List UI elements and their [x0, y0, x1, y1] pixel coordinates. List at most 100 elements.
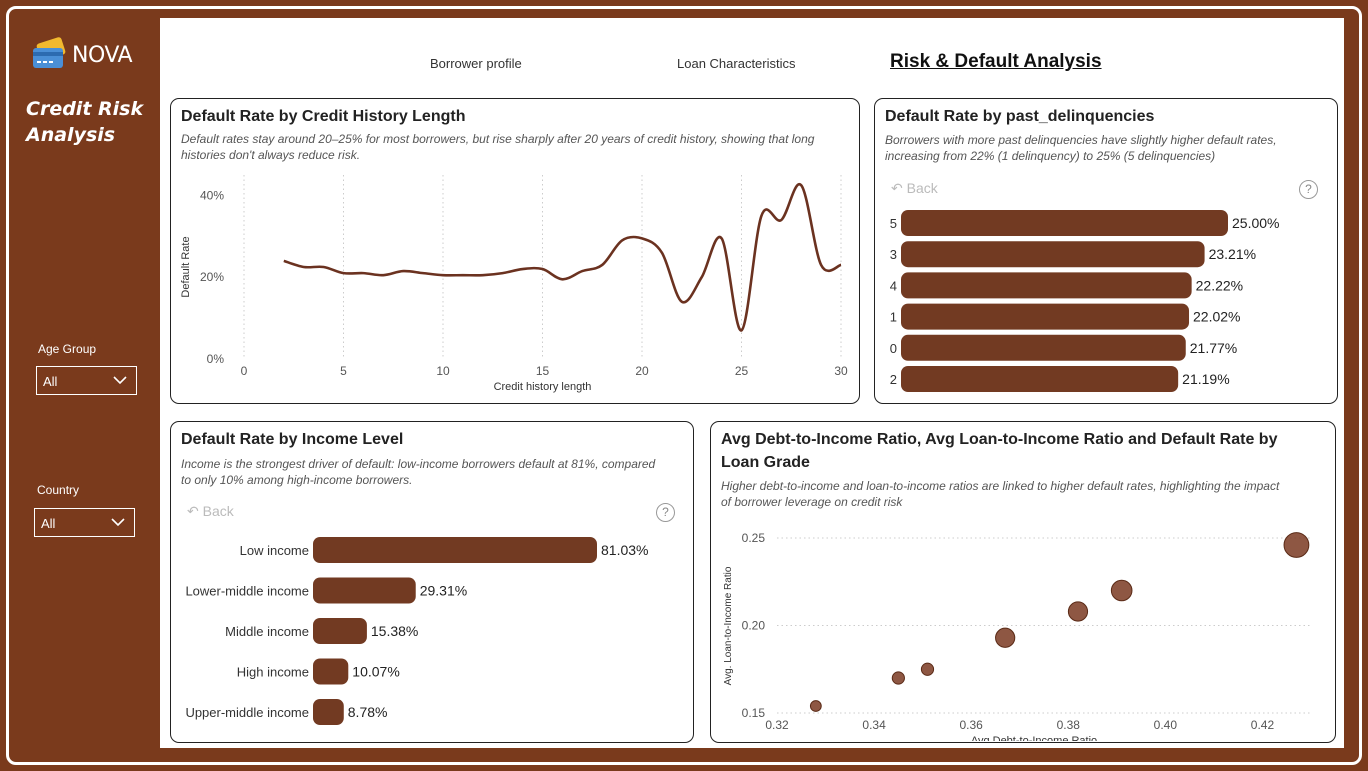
data-label: 8.78%	[348, 704, 388, 720]
sidebar: NOVA Credit Risk Analysis Age Group All …	[16, 16, 160, 754]
income-back-button[interactable]: ↶ Back	[187, 503, 234, 520]
data-label: 23.21%	[1209, 246, 1256, 262]
category-label: Lower-middle income	[185, 584, 309, 599]
scatter-point	[995, 627, 1016, 648]
x-axis-label: Credit history length	[494, 381, 592, 393]
data-label: 22.02%	[1193, 309, 1240, 325]
dashboard-title-line2: Analysis	[26, 124, 116, 146]
category-label: Low income	[240, 543, 309, 558]
category-label: 4	[890, 278, 897, 293]
main-canvas: Borrower profile Loan Characteristics Ri…	[160, 18, 1344, 748]
back-arrow-icon: ↶	[891, 180, 903, 196]
category-label: 1	[890, 310, 897, 325]
bar	[313, 658, 349, 685]
data-label: 21.77%	[1190, 340, 1237, 356]
delinquencies-back-button[interactable]: ↶ Back	[891, 180, 938, 197]
income-subtitle-line2: to only 10% among high-income borrowers.	[181, 473, 413, 487]
income-card: Default Rate by Income Level Income is t…	[170, 421, 694, 743]
scatter-point	[1067, 601, 1089, 622]
outer-frame	[6, 6, 1362, 765]
dashboard-title: Credit Risk Analysis	[26, 96, 156, 148]
category-label: 0	[890, 341, 897, 356]
age-group-dropdown[interactable]: All	[36, 366, 137, 395]
x-tick-label: 0.40	[1154, 718, 1178, 732]
credit-history-title: Default Rate by Credit History Length	[181, 108, 466, 125]
chevron-down-icon	[113, 376, 127, 385]
x-tick-label: 20	[635, 364, 649, 378]
category-label: 5	[890, 216, 897, 231]
help-icon[interactable]: ?	[656, 503, 675, 522]
delinquencies-title: Default Rate by past_delinquencies	[885, 108, 1155, 125]
income-bar-chart: Low income 81.03% Lower-middle income 29.31…	[185, 537, 648, 725]
tab-loan-characteristics[interactable]: Loan Characteristics	[677, 56, 796, 71]
income-back-label: Back	[202, 503, 234, 519]
delinquencies-subtitle-line2: increasing from 22% (1 delinquency) to 2…	[885, 149, 1216, 163]
tab-risk-default-analysis[interactable]: Risk & Default Analysis	[890, 51, 1102, 72]
tab-borrower-profile[interactable]: Borrower profile	[430, 56, 522, 71]
bar	[901, 241, 1205, 268]
x-tick-label: 5	[340, 364, 347, 378]
age-group-value: All	[43, 374, 58, 389]
data-label: 81.03%	[601, 542, 648, 558]
category-label: 3	[890, 247, 897, 262]
scatter-point	[1283, 532, 1310, 558]
logo: NOVA	[30, 36, 133, 74]
y-tick-label: 0.25	[742, 531, 766, 545]
x-tick-label: 0.32	[765, 718, 789, 732]
bar	[901, 303, 1190, 330]
credit-card-icon	[33, 37, 66, 68]
bar	[313, 537, 597, 563]
loan-grade-subtitle: Higher debt-to-income and loan-to-income…	[721, 478, 1279, 510]
category-label: 2	[890, 372, 897, 387]
scatter-point	[891, 671, 905, 685]
data-label: 10.07%	[352, 664, 399, 680]
loan-grade-card: Avg Debt-to-Income Ratio, Avg Loan-to-In…	[710, 421, 1336, 743]
scatter-point	[1110, 579, 1133, 602]
bar	[313, 699, 344, 725]
loan-grade-title-line2: Loan Grade	[721, 454, 810, 471]
x-tick-label: 0.36	[960, 718, 984, 732]
data-label: 25.00%	[1232, 215, 1279, 231]
delinquencies-subtitle: Borrowers with more past delinquencies h…	[885, 132, 1277, 164]
loan-grade-subtitle-line2: of borrower leverage on credit risk	[721, 495, 903, 509]
y-tick-label: 0%	[207, 352, 225, 366]
x-tick-label: 15	[536, 364, 550, 378]
income-title: Default Rate by Income Level	[181, 431, 404, 448]
logo-text: NOVA	[72, 42, 133, 68]
chevron-down-icon	[111, 518, 125, 527]
x-tick-label: 0.34	[862, 718, 886, 732]
x-tick-label: 10	[436, 364, 450, 378]
y-axis-label: Default Rate	[180, 236, 192, 297]
back-arrow-icon: ↶	[187, 503, 199, 519]
bar	[901, 210, 1228, 236]
bar	[901, 334, 1186, 361]
x-tick-label: 30	[834, 364, 848, 378]
x-tick-label: 0.38	[1057, 718, 1081, 732]
income-subtitle-line1: Income is the strongest driver of defaul…	[181, 457, 656, 471]
loan-grade-title: Avg Debt-to-Income Ratio, Avg Loan-to-In…	[721, 428, 1277, 474]
credit-history-subtitle: Default rates stay around 20–25% for mos…	[181, 131, 814, 163]
category-label: Middle income	[225, 624, 309, 639]
credit-history-card: Default Rate by Credit History Length De…	[170, 98, 860, 404]
series-line	[283, 183, 842, 332]
scatter-point	[809, 700, 822, 712]
x-tick-label: 0.42	[1251, 718, 1275, 732]
bar	[901, 272, 1192, 299]
delinquencies-subtitle-line1: Borrowers with more past delinquencies h…	[885, 133, 1277, 147]
bar	[313, 577, 416, 604]
dashboard-title-line1: Credit Risk	[26, 98, 144, 120]
credit-history-subtitle-line2: histories don't always reduce risk.	[181, 148, 361, 162]
data-label: 21.19%	[1182, 371, 1229, 387]
y-tick-label: 40%	[200, 188, 224, 202]
credit-history-subtitle-line1: Default rates stay around 20–25% for mos…	[181, 132, 815, 146]
page-tabs: Borrower profile Loan Characteristics Ri…	[160, 51, 1344, 86]
country-dropdown[interactable]: All	[34, 508, 135, 537]
loan-grade-subtitle-line1: Higher debt-to-income and loan-to-income…	[721, 479, 1280, 493]
y-tick-label: 20%	[200, 270, 224, 284]
category-label: High income	[237, 665, 309, 680]
loan-grade-scatter-chart: 0.15 0.20 0.25 0.32 0.34 0.36 0.38 0.40 0.42 Avg …	[723, 531, 1311, 741]
help-icon[interactable]: ?	[1299, 180, 1318, 199]
delinquencies-back-label: Back	[906, 180, 938, 196]
age-group-label: Age Group	[38, 342, 97, 356]
x-axis-label: Avg Debt-to-Income Ratio	[971, 735, 1097, 741]
